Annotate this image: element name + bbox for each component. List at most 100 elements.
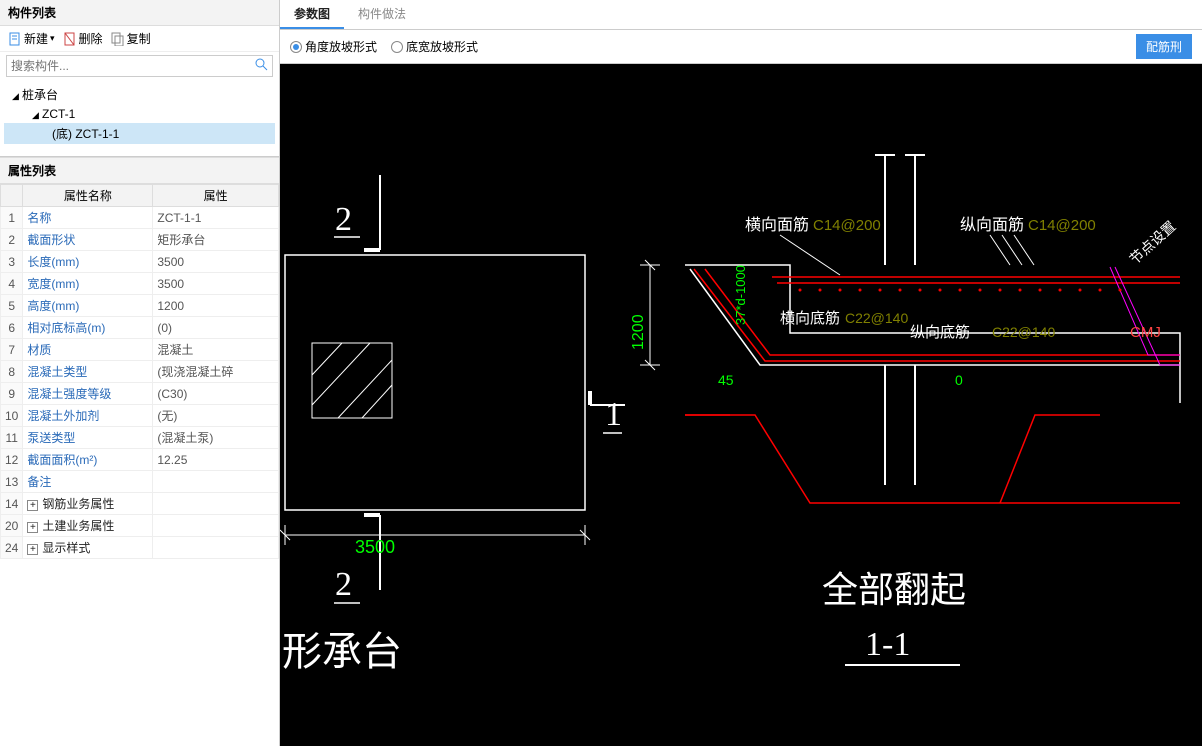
delete-icon [63,32,77,46]
props-row[interactable]: 8混凝土类型(现浇混凝土碎 [1,361,279,383]
tree-child2-label: (底) ZCT-1-1 [52,127,119,141]
row-value[interactable]: (现浇混凝土碎 [153,361,279,383]
tree-root-label: 桩承台 [22,88,58,102]
props-row[interactable]: 13备注 [1,471,279,493]
row-name: 备注 [23,471,153,493]
row-value[interactable]: 混凝土 [153,339,279,361]
dim-0: 0 [955,372,963,388]
footer-title: 形承台 [282,629,402,674]
diagram-svg: 2 2 1 3500 形承台 [280,64,1202,746]
row-value[interactable]: (无) [153,405,279,427]
label-zxmj: 纵向面筋 [960,216,1024,234]
radio-angle-slope[interactable]: 角度放坡形式 [290,38,377,55]
row-value[interactable] [153,493,279,515]
tree-child1[interactable]: ◢ZCT-1 [4,105,275,123]
expand-icon[interactable]: + [27,500,38,511]
dim-37d: 37*d-1000 [733,265,748,325]
row-name: +土建业务属性 [23,515,153,537]
tree-child1-label: ZCT-1 [42,107,75,121]
label-cmj: CMJ [1130,324,1161,341]
component-list-title: 构件列表 [0,0,279,26]
label-1: 1 [605,396,622,433]
expand-icon[interactable]: + [27,522,38,533]
row-idx: 10 [1,405,23,427]
label-hxmj: 横向面筋 [745,216,809,234]
search-icon[interactable] [255,58,268,74]
row-name: 宽度(mm) [23,273,153,295]
tab-params[interactable]: 参数图 [280,0,344,29]
row-idx: 4 [1,273,23,295]
tab-bar: 参数图 构件做法 [280,0,1202,30]
label-2-top: 2 [335,201,352,238]
row-value[interactable]: 矩形承台 [153,229,279,251]
row-value[interactable]: 1200 [153,295,279,317]
component-tree: ◢桩承台 ◢ZCT-1 (底) ZCT-1-1 [0,80,279,157]
row-name: +钢筋业务属性 [23,493,153,515]
row-value[interactable]: 3500 [153,251,279,273]
new-button[interactable]: 新建 ▾ [8,30,55,47]
row-idx: 5 [1,295,23,317]
title-right1: 全部翻起 [822,570,966,610]
row-name: 名称 [23,207,153,229]
row-value[interactable]: ZCT-1-1 [153,207,279,229]
radio-width-label: 底宽放坡形式 [406,38,478,55]
tree-root[interactable]: ◢桩承台 [4,84,275,105]
row-value[interactable] [153,471,279,493]
row-idx: 9 [1,383,23,405]
copy-label: 复制 [127,30,151,47]
dropdown-icon: ▾ [50,33,55,44]
diagram-canvas[interactable]: 2 2 1 3500 形承台 [280,64,1202,746]
val-c22-140b: C22@140 [992,324,1055,340]
props-row[interactable]: 5高度(mm)1200 [1,295,279,317]
radio-angle-label: 角度放坡形式 [305,38,377,55]
props-title: 属性列表 [0,157,279,184]
row-value[interactable] [153,515,279,537]
label-hxdj: 横向底筋 [780,310,840,327]
row-name: 高度(mm) [23,295,153,317]
props-row[interactable]: 1名称ZCT-1-1 [1,207,279,229]
label-zxdj: 纵向底筋 [910,324,970,341]
tab-method[interactable]: 构件做法 [344,0,420,29]
row-value[interactable]: 12.25 [153,449,279,471]
radio-icon [290,41,302,53]
row-value[interactable]: 3500 [153,273,279,295]
props-row[interactable]: 12截面面积(m²)12.25 [1,449,279,471]
row-value[interactable] [153,537,279,559]
val-c14-200b: C14@200 [1028,217,1096,234]
col-value: 属性 [153,185,279,207]
radio-width-slope[interactable]: 底宽放坡形式 [391,38,478,55]
row-name: 截面面积(m²) [23,449,153,471]
copy-icon [111,32,125,46]
expand-icon[interactable]: + [27,544,38,555]
row-value[interactable]: (0) [153,317,279,339]
row-name: 长度(mm) [23,251,153,273]
props-row[interactable]: 4宽度(mm)3500 [1,273,279,295]
props-row[interactable]: 24+显示样式 [1,537,279,559]
props-row[interactable]: 10混凝土外加剂(无) [1,405,279,427]
val-c14-200: C14@200 [813,217,881,234]
delete-button[interactable]: 删除 [63,30,103,47]
row-idx: 7 [1,339,23,361]
rebar-button[interactable]: 配筋刑 [1136,34,1192,59]
row-idx: 13 [1,471,23,493]
row-name: 混凝土类型 [23,361,153,383]
props-row[interactable]: 11泵送类型(混凝土泵) [1,427,279,449]
props-row[interactable]: 14+钢筋业务属性 [1,493,279,515]
val-c22-140: C22@140 [845,310,908,326]
props-row[interactable]: 3长度(mm)3500 [1,251,279,273]
row-value[interactable]: (C30) [153,383,279,405]
tree-child2[interactable]: (底) ZCT-1-1 [4,123,275,144]
row-name: +显示样式 [23,537,153,559]
row-name: 混凝土强度等级 [23,383,153,405]
search-box[interactable] [6,55,273,77]
props-row[interactable]: 20+土建业务属性 [1,515,279,537]
props-row[interactable]: 9混凝土强度等级(C30) [1,383,279,405]
props-row[interactable]: 2截面形状矩形承台 [1,229,279,251]
copy-button[interactable]: 复制 [111,30,151,47]
row-idx: 20 [1,515,23,537]
props-row[interactable]: 6相对底标高(m)(0) [1,317,279,339]
search-input[interactable] [11,59,255,73]
row-value[interactable]: (混凝土泵) [153,427,279,449]
row-idx: 12 [1,449,23,471]
props-row[interactable]: 7材质混凝土 [1,339,279,361]
